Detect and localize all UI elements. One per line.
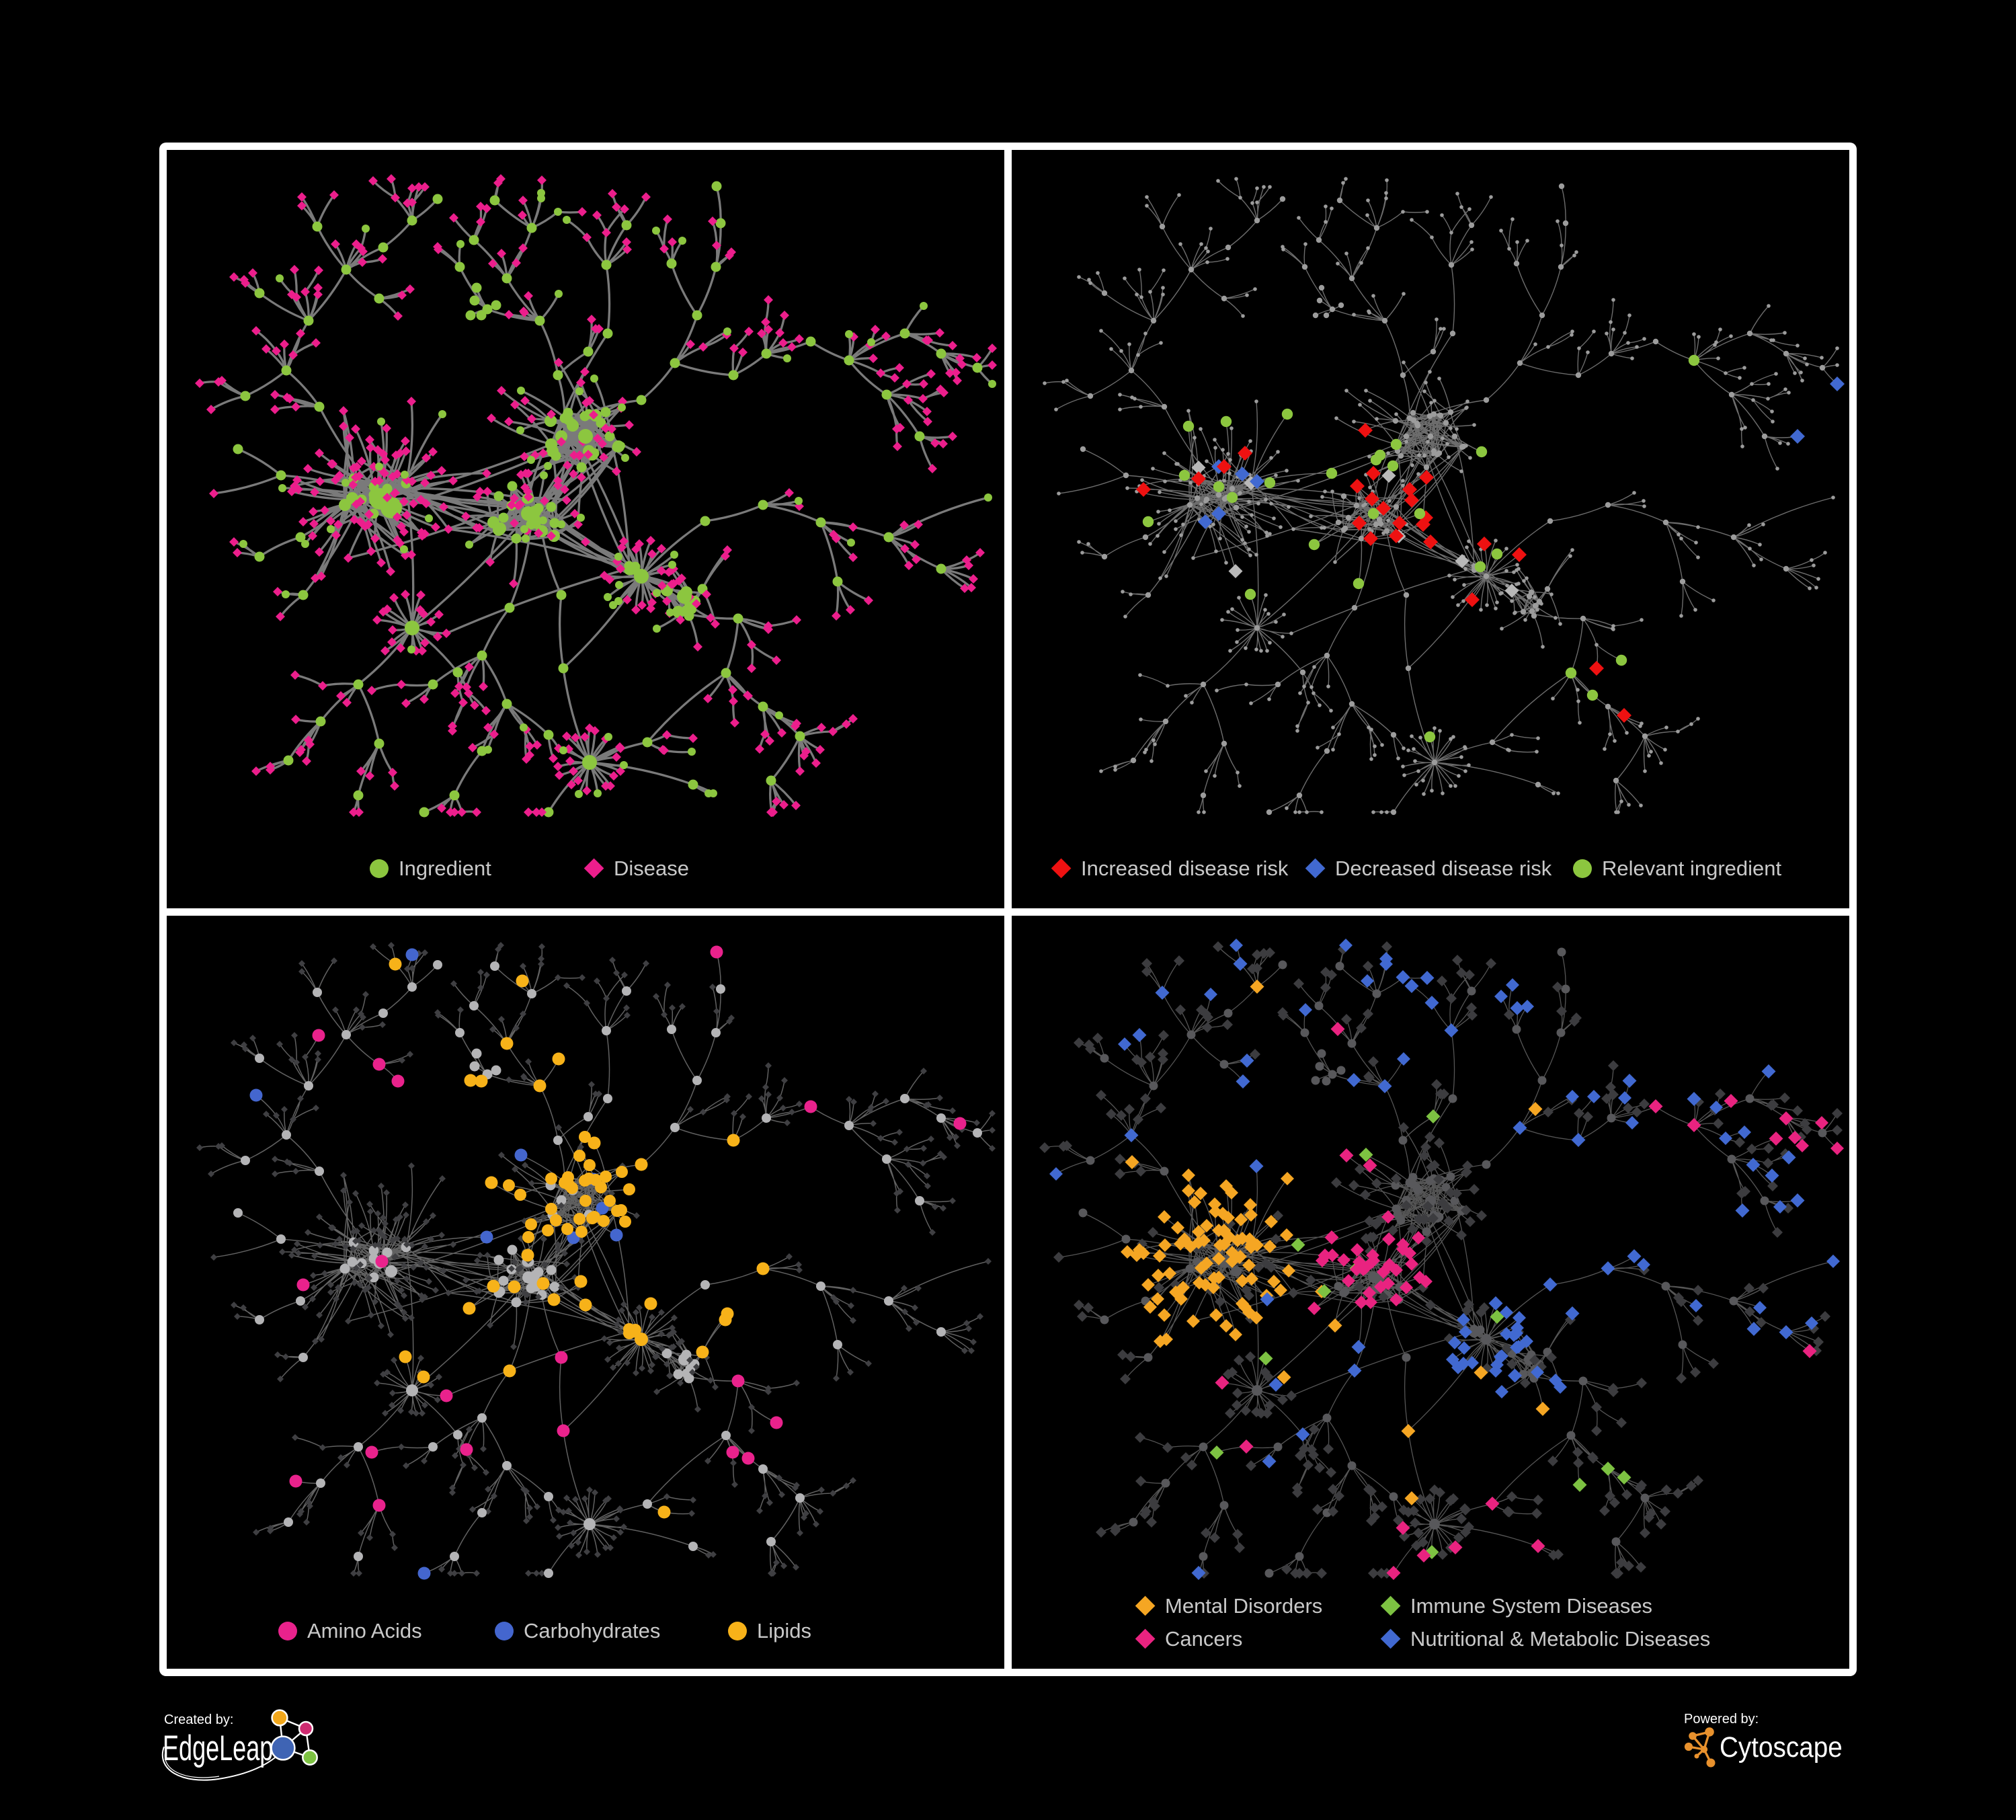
- svg-text:Powered by:: Powered by:: [1684, 1712, 1759, 1727]
- svg-text:Cytoscape: Cytoscape: [1720, 1731, 1843, 1763]
- svg-text:Created by:: Created by:: [164, 1712, 233, 1727]
- svg-text:EdgeLeap: EdgeLeap: [163, 1728, 273, 1768]
